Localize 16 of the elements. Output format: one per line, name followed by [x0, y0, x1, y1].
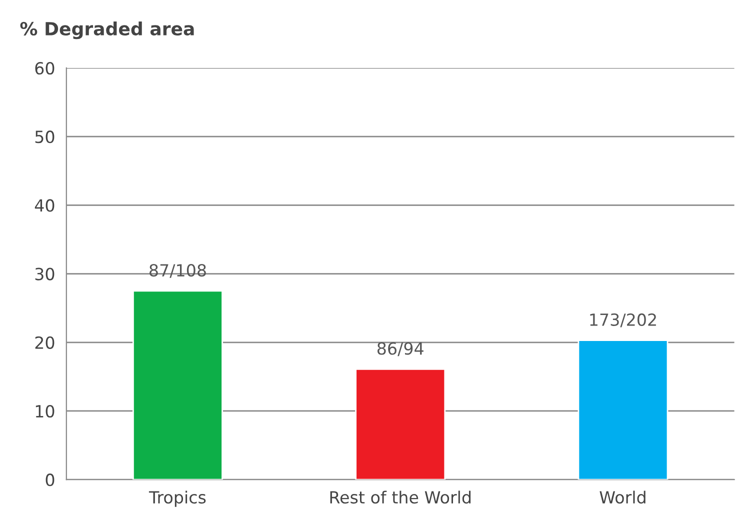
bar	[578, 340, 668, 480]
bar	[132, 290, 223, 480]
data-label: 173/202	[590, 313, 656, 328]
x-tick-label: World	[600, 490, 646, 504]
data-label: 86/94	[377, 342, 424, 356]
x-tick-label: Tropics	[148, 490, 206, 507]
y-tick-label: 10	[36, 404, 54, 418]
x-tick-label: Rest of the World	[330, 490, 471, 504]
y-tick-label: 30	[35, 268, 54, 280]
y-tick-label: 50	[35, 130, 54, 144]
bar	[355, 368, 446, 480]
y-tick-label: 20	[35, 336, 54, 349]
y-tick-label: 60	[35, 62, 54, 75]
y-tick-label: 0	[46, 474, 54, 486]
y-axis-title: % Degraded area	[20, 22, 194, 40]
y-tick-label: 40	[34, 199, 54, 212]
